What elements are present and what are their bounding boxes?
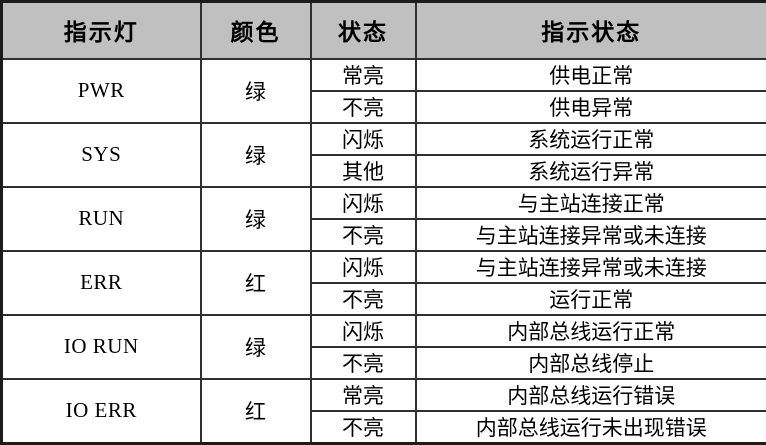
state-cell: 闪烁 — [311, 251, 416, 283]
state-cell: 常亮 — [311, 59, 416, 91]
state-cell: 闪烁 — [311, 123, 416, 155]
description-cell: 与主站连接正常 — [416, 187, 766, 219]
state-cell: 闪烁 — [311, 187, 416, 219]
header-indicator: 指示灯 — [2, 2, 201, 59]
color-cell: 红 — [201, 251, 311, 315]
color-cell: 红 — [201, 379, 311, 444]
description-cell: 内部总线运行未出现错误 — [416, 411, 766, 444]
table-header: 指示灯 颜色 状态 指示状态 — [2, 2, 766, 59]
state-cell: 不亮 — [311, 219, 416, 251]
color-cell: 绿 — [201, 59, 311, 123]
state-cell: 不亮 — [311, 347, 416, 379]
state-cell: 闪烁 — [311, 315, 416, 347]
state-cell: 不亮 — [311, 283, 416, 315]
description-cell: 运行正常 — [416, 283, 766, 315]
color-cell: 绿 — [201, 315, 311, 379]
color-cell: 绿 — [201, 123, 311, 187]
description-cell: 内部总线停止 — [416, 347, 766, 379]
header-indication-status: 指示状态 — [416, 2, 766, 59]
description-cell: 与主站连接异常或未连接 — [416, 251, 766, 283]
color-cell: 绿 — [201, 187, 311, 251]
state-cell: 不亮 — [311, 91, 416, 123]
indicator-cell: IO ERR — [2, 379, 201, 444]
description-cell: 内部总线运行正常 — [416, 315, 766, 347]
indicator-cell: PWR — [2, 59, 201, 123]
description-cell: 与主站连接异常或未连接 — [416, 219, 766, 251]
description-cell: 系统运行正常 — [416, 123, 766, 155]
description-cell: 供电异常 — [416, 91, 766, 123]
state-cell: 不亮 — [311, 411, 416, 444]
state-cell: 其他 — [311, 155, 416, 187]
description-cell: 系统运行异常 — [416, 155, 766, 187]
description-cell: 内部总线运行错误 — [416, 379, 766, 411]
indicator-cell: IO RUN — [2, 315, 201, 379]
indicator-cell: RUN — [2, 187, 201, 251]
description-cell: 供电正常 — [416, 59, 766, 91]
header-color: 颜色 — [201, 2, 311, 59]
header-row: 指示灯 颜色 状态 指示状态 — [2, 2, 766, 59]
indicator-cell: SYS — [2, 123, 201, 187]
state-cell: 常亮 — [311, 379, 416, 411]
header-state: 状态 — [311, 2, 416, 59]
indicator-cell: ERR — [2, 251, 201, 315]
